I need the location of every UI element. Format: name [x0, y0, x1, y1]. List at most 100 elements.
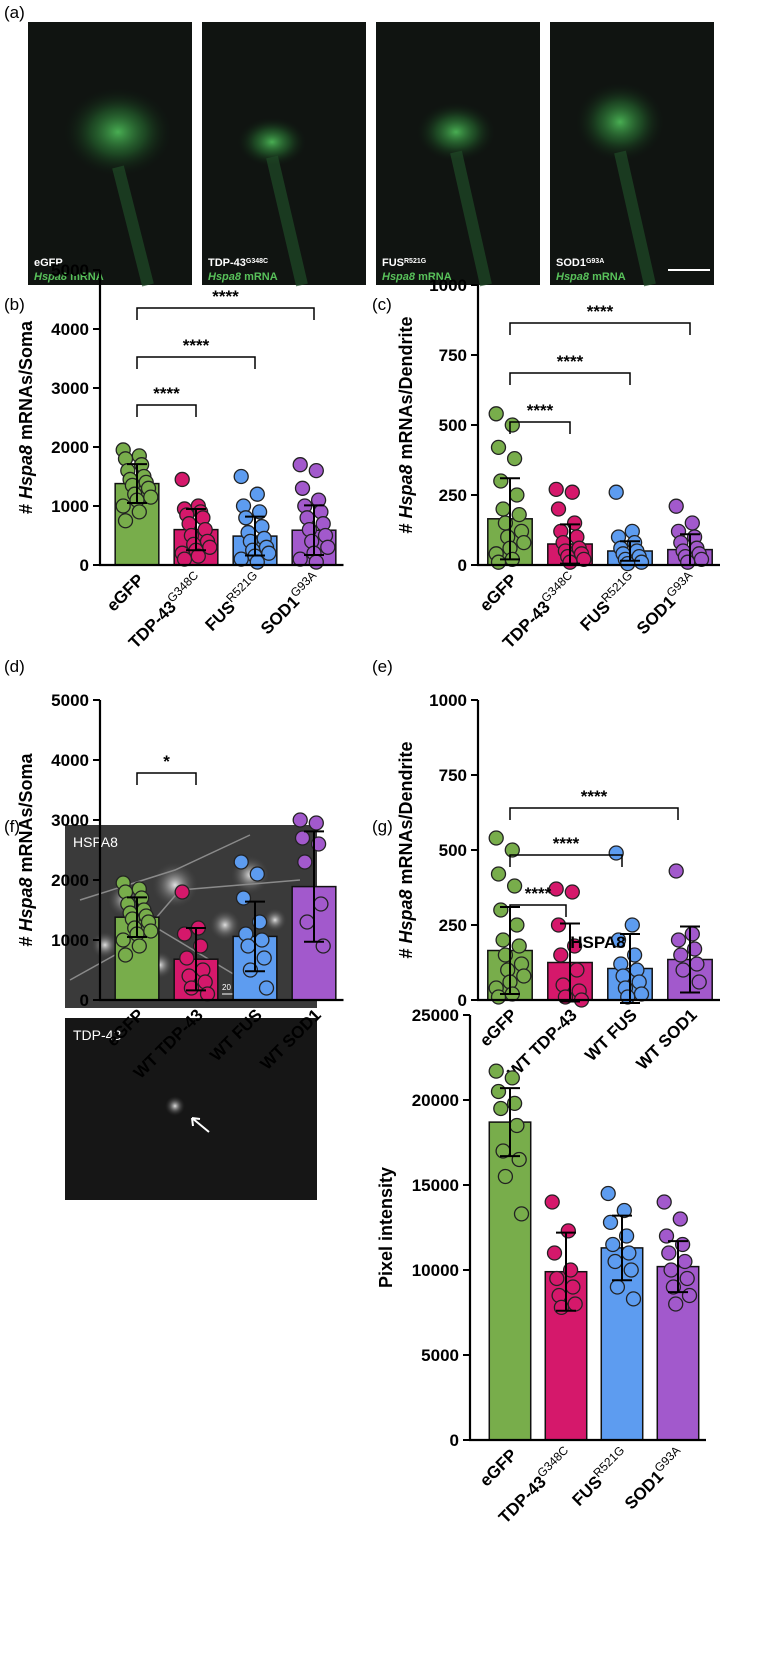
y-axis-label-part: Hspa8	[16, 445, 36, 499]
tile-label-name: eGFP	[34, 257, 63, 269]
data-point	[249, 866, 265, 882]
data-point	[686, 941, 703, 957]
data-point	[567, 1296, 583, 1312]
data-point	[488, 830, 504, 846]
data-point	[560, 1223, 576, 1239]
stain-label: Hspa8 mRNA	[556, 271, 626, 283]
data-point	[115, 498, 131, 514]
data-point	[665, 1279, 682, 1295]
data-point	[176, 926, 193, 942]
data-point	[670, 932, 687, 948]
data-point	[495, 932, 511, 948]
data-point	[602, 1214, 619, 1231]
significance-label: ****	[527, 401, 554, 420]
y-axis-label-part: mRNAs/Soma	[16, 320, 36, 445]
error-bar	[612, 1214, 632, 1282]
bar	[488, 1121, 532, 1441]
data-point	[294, 830, 311, 846]
data-point	[504, 1070, 520, 1086]
data-point	[509, 487, 525, 503]
data-point	[261, 545, 277, 561]
tile-label: eGFP	[34, 257, 63, 269]
data-point	[616, 1202, 632, 1219]
error-bar	[556, 1231, 576, 1312]
panel-label: (a)	[4, 3, 25, 22]
data-point	[497, 947, 514, 963]
category-sup: G348C	[164, 568, 201, 605]
y-axis-label-part: Hspa8	[396, 464, 416, 518]
category-sup: G348C	[534, 1443, 571, 1480]
data-point	[511, 938, 527, 954]
y-axis-label-part: mRNAs/Dendrite	[396, 316, 416, 464]
category-sup: G93A	[288, 568, 320, 600]
cell-signal	[416, 102, 496, 162]
data-point	[143, 923, 159, 939]
significance-bracket	[136, 772, 197, 785]
dendrite	[266, 155, 308, 287]
tile-label: SOD1G93A	[556, 257, 604, 269]
panel-label: (e)	[372, 657, 393, 676]
data-point	[249, 554, 265, 570]
y-tick-label: 0	[80, 556, 89, 575]
data-point	[566, 938, 583, 954]
data-point	[308, 462, 324, 479]
data-point	[131, 938, 147, 954]
panel-label: (d)	[4, 657, 25, 676]
stain-rest: mRNA	[589, 271, 626, 283]
x-tick-label: SOD1G93A	[619, 1443, 689, 1513]
error-bar	[304, 830, 324, 943]
data-point	[490, 1083, 507, 1100]
x-tick-label: WT FUS	[581, 1005, 641, 1065]
category-sup: G93A	[652, 1443, 684, 1475]
data-point	[174, 471, 190, 488]
dendrite	[450, 150, 492, 287]
tile-label-name: TDP-43	[208, 257, 246, 269]
data-point	[511, 1151, 527, 1168]
stain-gene: Hspa8	[556, 271, 590, 283]
y-tick-label: 20000	[412, 1091, 459, 1110]
stain-label: Hspa8 mRNA	[382, 271, 452, 283]
data-point	[240, 938, 256, 954]
data-point	[656, 1194, 672, 1210]
arrow	[191, 1117, 210, 1133]
tile-label-sup: G93A	[586, 258, 604, 265]
data-point	[294, 480, 311, 496]
tile-label: FUSR521G	[382, 257, 427, 269]
significance-bracket	[509, 421, 571, 434]
data-point	[251, 504, 268, 520]
y-tick-label: 2000	[51, 871, 89, 890]
data-point	[677, 1253, 693, 1270]
x-tick-label: eGFP	[476, 1445, 521, 1490]
error-bar	[680, 925, 700, 994]
stain-gene: Hspa8	[34, 271, 68, 283]
category-name: WT FUS	[581, 1005, 641, 1065]
error-bar	[127, 463, 147, 505]
data-point	[544, 1194, 560, 1210]
data-point	[509, 1117, 525, 1134]
data-point	[308, 815, 324, 831]
stain-gene: Hspa8	[208, 271, 242, 283]
y-axis-label-part: #	[16, 932, 36, 947]
y-axis-label-part: #	[396, 944, 416, 959]
y-axis-label-part: mRNAs/Soma	[16, 752, 36, 877]
data-point	[511, 506, 527, 523]
x-tick-label: SOD1G93A	[631, 568, 701, 638]
error-bar	[186, 927, 206, 992]
micrograph	[65, 1018, 317, 1200]
data-point	[174, 884, 190, 900]
data-point	[607, 1253, 623, 1270]
y-tick-label: 500	[439, 841, 467, 860]
stain-gene: Hspa8	[382, 271, 416, 283]
stain-rest: mRNA	[241, 271, 278, 283]
arrow	[191, 800, 210, 816]
data-point	[308, 554, 324, 570]
data-point	[661, 1245, 677, 1261]
data-point	[608, 484, 624, 500]
panel-label: (b)	[4, 295, 25, 314]
data-point	[673, 947, 689, 963]
data-point	[235, 890, 252, 906]
significance-label: ****	[557, 352, 584, 371]
significance-label: ****	[553, 834, 580, 853]
tile-label: TDP-43G348C	[208, 257, 268, 269]
error-bar	[304, 504, 324, 556]
